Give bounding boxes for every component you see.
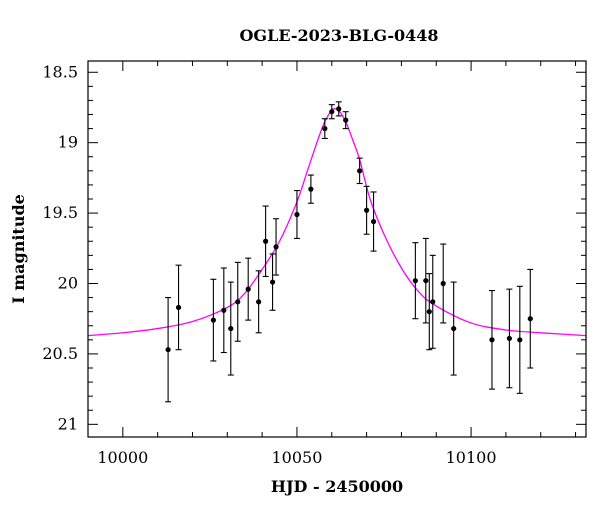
tick-labels: 10000 10050 10100 18.5 19 19.5 20 20.5 21 [42, 62, 496, 467]
data-point [451, 325, 457, 332]
x-tick-label: 10100 [446, 448, 497, 467]
model-curve [87, 108, 587, 337]
plot-frame [87, 60, 587, 438]
data-point [426, 309, 432, 315]
y-tick-label: 20.5 [42, 344, 78, 363]
data-point [210, 317, 216, 323]
data-point [228, 325, 234, 332]
data-point [329, 109, 335, 115]
y-tick-label: 18.5 [42, 62, 78, 81]
model-curve-layer [87, 108, 587, 337]
data-point [489, 337, 495, 343]
data-point [506, 335, 512, 342]
y-tick-label: 19 [58, 133, 78, 152]
data-point [256, 299, 262, 305]
data-point [221, 307, 227, 313]
x-axis-label: HJD - 2450000 [271, 477, 403, 496]
data-point [423, 278, 429, 284]
x-tick-label: 10050 [271, 448, 322, 467]
y-tick-label: 19.5 [42, 203, 78, 222]
data-point [364, 207, 370, 213]
data-point [440, 280, 446, 287]
data-point [263, 238, 269, 244]
data-point [308, 186, 314, 192]
x-tick-label: 10000 [97, 448, 148, 467]
data-point [245, 286, 251, 292]
data-point [269, 279, 276, 285]
data-point [165, 347, 171, 353]
data-point [322, 125, 328, 132]
data-point [336, 106, 342, 112]
y-tick-label: 20 [58, 274, 78, 293]
chart-title: OGLE-2023-BLG-0448 [239, 26, 438, 45]
data-point [235, 299, 241, 305]
data-point [357, 168, 363, 174]
data-point [343, 117, 349, 123]
data-point [517, 337, 523, 343]
axis-ticks [87, 61, 586, 437]
data-point [412, 278, 418, 284]
data-points-layer [165, 101, 534, 403]
data-point [370, 218, 377, 225]
data-point [294, 211, 300, 218]
y-tick-label: 21 [58, 414, 78, 433]
data-point [527, 316, 533, 322]
y-axis-label: I magnitude [9, 194, 28, 304]
data-point [175, 304, 182, 311]
data-point [430, 299, 436, 305]
data-point [273, 244, 279, 250]
